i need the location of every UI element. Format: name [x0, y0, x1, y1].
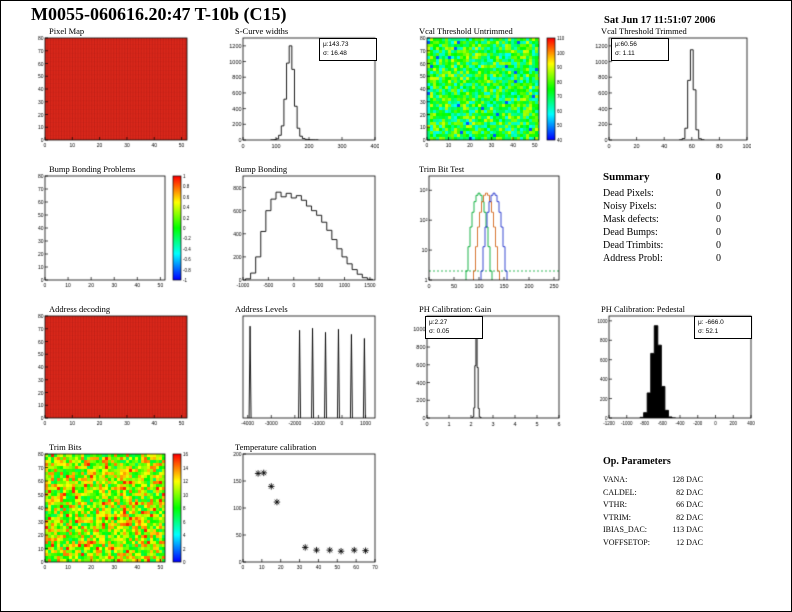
op-parameter-row: VTHR: 66 DAC [603, 499, 703, 512]
summary-row: Dead Pixels: 0 [603, 187, 721, 200]
op-parameter-label: VTRIM: [603, 512, 631, 522]
summary-row: Address Probl: 0 [603, 252, 721, 265]
op-parameter-label: CALDEL: [603, 487, 637, 497]
summary-row: Dead Bumps: 0 [603, 226, 721, 239]
ph-pedestal-stats-box: μ: -666.0 σ: 52.1 [694, 316, 752, 339]
summary-row-value: 0 [716, 240, 721, 251]
op-parameter-row: VANA: 128 DAC [603, 474, 703, 487]
summary-block: Summary 0 Dead Pixels: 0 Noisy Pixels: 0 M… [603, 171, 721, 265]
summary-total: 0 [715, 171, 722, 183]
summary-row-label: Dead Trimbits: [603, 240, 664, 251]
op-parameter-row: VTRIM: 82 DAC [603, 512, 703, 525]
summary-row-label: Dead Bumps: [603, 227, 658, 238]
trim-bit-test-chart [411, 173, 563, 291]
address-decoding-chart [29, 313, 191, 429]
stat-mu: μ:2.27 [429, 319, 448, 326]
ph-gain-stats-box: μ:2.27 σ: 0.05 [425, 316, 483, 339]
summary-row: Mask defects: 0 [603, 213, 721, 226]
temperature-calibration-chart [227, 451, 379, 573]
chart-title-scurve-widths: S-Curve widths [235, 26, 289, 36]
chart-title-trim-bits: Trim Bits [49, 442, 82, 452]
vcal-untrimmed-chart [411, 35, 569, 151]
chart-title-vcal-untrimmed: Vcal Threshold Untrimmed [419, 26, 513, 36]
chart-title-ph-gain: PH Calibration: Gain [419, 304, 492, 314]
trim-bits-chart [29, 451, 195, 573]
chart-title-vcal-trimmed: Vcal Threshold Trimmed [601, 26, 687, 36]
op-parameter-label: VOFFSETOP: [603, 537, 650, 547]
op-parameter-row: IBIAS_DAC: 113 DAC [603, 524, 703, 537]
summary-title: Summary [603, 171, 650, 183]
stat-sigma: σ: 52.1 [698, 327, 719, 335]
bump-bonding-problems-chart [29, 173, 195, 291]
summary-row-label: Mask defects: [603, 214, 659, 225]
summary-row-value: 0 [716, 253, 721, 264]
stat-mu: μ:60.56 [615, 41, 637, 48]
chart-title-trim-bit-test: Trim Bit Test [419, 164, 465, 174]
op-parameter-value: 66 DAC [676, 500, 703, 509]
summary-row: Noisy Pixels: 0 [603, 200, 721, 213]
stat-sigma: σ: 1.11 [615, 49, 635, 57]
summary-row-value: 0 [716, 188, 721, 199]
timestamp: Sat Jun 17 11:51:07 2006 [604, 15, 716, 26]
op-parameters-title: Op. Parameters [603, 456, 671, 467]
vcal-trimmed-stats-box: μ:60.56 σ: 1.11 [611, 38, 669, 61]
chart-title-bump-bonding-problems: Bump Bonding Problems [49, 164, 136, 174]
op-parameter-value: 12 DAC [676, 537, 703, 547]
summary-row: Dead Trimbits: 0 [603, 239, 721, 252]
stat-sigma: σ: 16.48 [323, 49, 347, 57]
op-parameters-block: Op. Parameters VANA: 128 DAC CALDEL: 82 DA… [603, 456, 703, 549]
page-title: M0055-060616.20:47 T-10b (C15) [31, 4, 287, 24]
stat-sigma: σ: 0.05 [429, 327, 450, 335]
summary-row-value: 0 [716, 201, 721, 212]
chart-title-ph-pedestal: PH Calibration: Pedestal [601, 304, 686, 314]
stat-mu: μ: -666.0 [698, 319, 724, 326]
op-parameter-row: VOFFSETOP: 12 DAC [603, 537, 703, 550]
op-parameter-value: 113 DAC [672, 525, 703, 534]
stat-mu: μ:143.73 [323, 41, 349, 48]
chart-title-pixel-map: Pixel Map [49, 26, 85, 36]
pixel-map-chart [29, 35, 191, 151]
chart-title-address-levels: Address Levels [235, 304, 288, 314]
op-parameter-value: 82 DAC [676, 487, 703, 497]
op-parameter-label: VANA: [603, 475, 628, 484]
scurve-stats-box: μ:143.73 σ: 16.48 [319, 38, 377, 61]
op-parameter-row: CALDEL: 82 DAC [603, 487, 703, 500]
summary-row-label: Dead Pixels: [603, 188, 654, 199]
summary-row-value: 0 [716, 227, 721, 238]
chart-title-temperature-calibration: Temperature calibration [235, 442, 317, 452]
op-parameter-label: VTHR: [603, 500, 627, 509]
op-parameter-value: 128 DAC [672, 475, 703, 484]
summary-row-label: Address Probl: [603, 253, 663, 264]
bump-bonding-chart [227, 173, 379, 291]
op-parameter-value: 82 DAC [676, 512, 703, 522]
chart-title-address-decoding: Address decoding [49, 304, 111, 314]
chart-title-bump-bonding: Bump Bonding [235, 164, 288, 174]
summary-row-value: 0 [716, 214, 721, 225]
address-levels-chart [227, 313, 379, 429]
summary-row-label: Noisy Pixels: [603, 201, 657, 212]
op-parameter-label: IBIAS_DAC: [603, 525, 648, 534]
